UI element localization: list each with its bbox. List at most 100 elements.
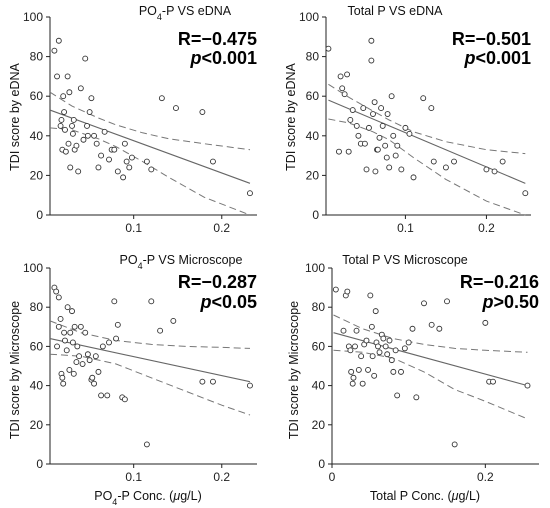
- data-point: [383, 154, 390, 161]
- data-point: [143, 441, 150, 448]
- data-point: [60, 93, 67, 100]
- data-point: [92, 353, 99, 360]
- data-point: [405, 339, 412, 346]
- data-point: [69, 122, 75, 129]
- data-point: [376, 134, 383, 141]
- data-point: [98, 152, 105, 159]
- data-point: [55, 294, 62, 301]
- data-point: [390, 368, 397, 375]
- regression-line: [333, 332, 528, 387]
- y-tick-label: 100: [23, 10, 43, 24]
- ci-upper-line: [333, 314, 528, 353]
- y-tick-label: 100: [299, 10, 319, 24]
- data-point: [332, 286, 339, 293]
- data-point: [59, 374, 66, 381]
- data-point: [114, 168, 121, 175]
- data-point: [79, 361, 86, 367]
- data-point: [71, 323, 78, 330]
- data-point: [76, 353, 83, 360]
- y-tick-label: 60: [306, 89, 320, 103]
- data-point: [113, 335, 120, 342]
- panel-title: PO4-P VS eDNA: [139, 4, 232, 22]
- data-point: [143, 158, 150, 165]
- data-point: [348, 368, 355, 375]
- data-point: [353, 327, 360, 334]
- data-point: [355, 132, 362, 139]
- data-point: [61, 329, 68, 336]
- y-axis-label: TDI score by eDNA: [284, 63, 298, 171]
- data-point: [490, 378, 496, 385]
- data-point: [444, 298, 450, 305]
- data-point: [82, 329, 89, 336]
- x-tick-label: 0.2: [478, 221, 495, 235]
- x-tick-label: 0.2: [477, 470, 494, 484]
- y-axis-label: TDI score by eDNA: [8, 63, 22, 171]
- y-tick-label: 60: [30, 89, 44, 103]
- data-point: [82, 55, 89, 62]
- y-tick-label: 60: [30, 339, 44, 353]
- data-point: [340, 327, 347, 334]
- data-point: [376, 349, 383, 356]
- data-point: [93, 140, 100, 147]
- data-point: [148, 298, 155, 305]
- data-point: [394, 142, 401, 149]
- data-point: [524, 382, 531, 389]
- data-point: [347, 347, 354, 354]
- data-point: [368, 323, 375, 330]
- data-point: [99, 343, 106, 350]
- data-point: [365, 366, 371, 373]
- data-point: [337, 73, 344, 80]
- data-point: [66, 366, 73, 373]
- data-point: [436, 325, 443, 332]
- data-point: [482, 319, 489, 326]
- data-point: [344, 288, 351, 295]
- ci-upper-line: [328, 83, 526, 155]
- y-tick-label: 20: [30, 418, 44, 432]
- y-tick-label: 0: [312, 208, 319, 222]
- data-point: [365, 124, 372, 131]
- x-axis-label: PO4-P Conc. (μg/L): [94, 489, 202, 507]
- data-point: [63, 347, 70, 354]
- data-point: [114, 321, 121, 328]
- data-point: [499, 158, 506, 165]
- data-point: [398, 166, 405, 173]
- y-tick-label: 80: [306, 50, 320, 64]
- data-point: [428, 105, 435, 112]
- p-value-annotation: p<0.001: [189, 48, 257, 68]
- data-point: [210, 158, 216, 165]
- data-point: [66, 89, 73, 96]
- data-point: [61, 109, 68, 115]
- data-point: [483, 166, 490, 173]
- y-tick-label: 40: [312, 379, 326, 393]
- data-point: [325, 45, 332, 52]
- data-point: [451, 441, 458, 448]
- data-point: [372, 308, 379, 315]
- data-point: [69, 308, 75, 315]
- data-point: [451, 158, 457, 165]
- data-point: [361, 140, 368, 147]
- data-point: [386, 164, 393, 171]
- panel-title: PO4-P VS Microscope: [120, 253, 243, 271]
- data-point: [86, 109, 93, 115]
- data-point: [126, 164, 133, 171]
- y-tick-label: 100: [305, 261, 325, 275]
- data-point: [350, 374, 357, 381]
- data-point: [349, 107, 356, 114]
- data-point: [69, 130, 76, 137]
- x-tick-label: 0: [329, 470, 336, 484]
- ci-upper-line: [49, 91, 251, 151]
- y-tick-label: 20: [306, 168, 320, 182]
- data-point: [65, 140, 72, 147]
- x-tick-label: 0.1: [125, 470, 142, 484]
- data-point: [349, 380, 356, 387]
- x-tick-label: 0.1: [125, 221, 142, 235]
- panel-title: Total P VS eDNA: [348, 4, 444, 18]
- data-point: [106, 156, 112, 163]
- x-tick-label: 0.2: [213, 221, 230, 235]
- data-point: [170, 317, 177, 324]
- data-point: [374, 146, 381, 153]
- r-value-annotation: R=−0.475: [178, 29, 257, 49]
- data-point: [491, 168, 498, 175]
- data-point: [199, 109, 206, 115]
